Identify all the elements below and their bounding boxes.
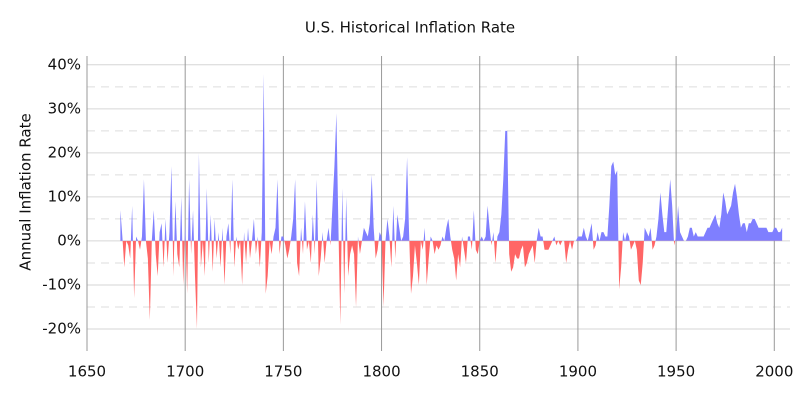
x-tick-label: 1700 xyxy=(166,363,204,381)
y-tick-label: 40% xyxy=(48,55,81,73)
y-tick-label: -20% xyxy=(42,319,81,337)
y-tick-label: 0% xyxy=(57,231,81,249)
y-tick-label: 10% xyxy=(48,187,81,205)
x-tick-label: 1850 xyxy=(461,363,499,381)
chart-title: U.S. Historical Inflation Rate xyxy=(305,19,515,37)
x-tick-label: 1650 xyxy=(68,363,106,381)
x-tick-label: 2000 xyxy=(755,363,793,381)
y-tick-label: 20% xyxy=(48,143,81,161)
x-tick-label: 1950 xyxy=(657,363,695,381)
x-tick-label: 1750 xyxy=(264,363,302,381)
positive-area xyxy=(120,73,783,241)
y-tick-label: -10% xyxy=(42,275,81,293)
negative-area xyxy=(122,240,686,329)
x-tick-label: 1800 xyxy=(362,363,400,381)
x-tick-label: 1900 xyxy=(559,363,597,381)
y-axis-label: Annual Inflation Rate xyxy=(17,113,35,270)
y-tick-label: 30% xyxy=(48,99,81,117)
